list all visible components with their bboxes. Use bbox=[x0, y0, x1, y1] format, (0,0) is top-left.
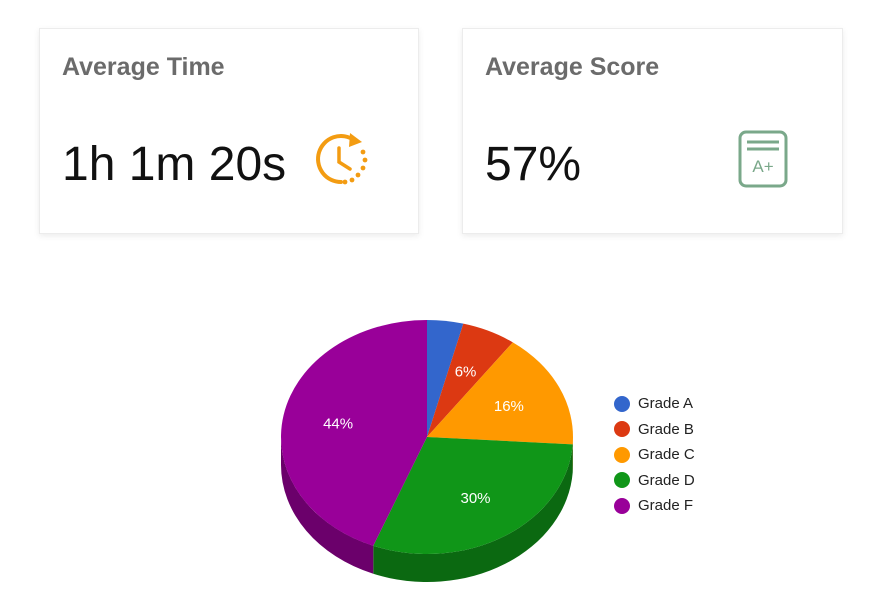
card-title: Average Time bbox=[62, 53, 225, 81]
pie-slice-grade-b[interactable] bbox=[427, 323, 513, 437]
legend-label: Grade C bbox=[638, 446, 695, 463]
legend-label: Grade B bbox=[638, 420, 694, 438]
pie-slice-side bbox=[373, 444, 573, 583]
pie-slice-grade-d[interactable] bbox=[373, 437, 573, 555]
pie-slice-grade-c[interactable] bbox=[427, 342, 574, 445]
average-time-value: 1h 1m 20s bbox=[62, 138, 287, 191]
grade-pie-chart: 6% 16% 30% 44% bbox=[280, 320, 574, 583]
legend-label: Grade D bbox=[638, 471, 695, 489]
legend-item[interactable]: Grade B bbox=[614, 421, 694, 438]
legend-color-dot bbox=[614, 395, 630, 412]
legend-item[interactable]: Grade A bbox=[614, 395, 693, 412]
average-score-card: Average Score 57% A+ bbox=[462, 28, 843, 234]
clock-refresh-icon bbox=[316, 133, 368, 185]
pie-slice-label: 16% bbox=[494, 398, 524, 415]
card-title: Average Score bbox=[485, 53, 660, 81]
legend-label: Grade F bbox=[638, 497, 694, 514]
svg-text:A+: A+ bbox=[752, 157, 773, 176]
legend-color-dot bbox=[614, 446, 630, 463]
pie-slice-grade-a[interactable] bbox=[427, 320, 464, 437]
legend-item[interactable]: Grade D bbox=[614, 472, 695, 489]
average-time-card: Average Time 1h 1m 20s bbox=[39, 28, 419, 234]
legend-color-dot bbox=[614, 472, 630, 488]
legend-color-dot bbox=[614, 497, 630, 514]
legend-item[interactable]: Grade C bbox=[614, 446, 695, 463]
legend-item[interactable]: Grade F bbox=[614, 497, 693, 514]
grade-a-plus-icon: A+ bbox=[738, 130, 788, 188]
pie-slice-label: 44% bbox=[323, 415, 353, 432]
pie-slice-label: 6% bbox=[455, 363, 477, 380]
legend-label: Grade A bbox=[638, 395, 694, 412]
pie-slice-grade-f[interactable] bbox=[280, 320, 427, 546]
pie-slice-side bbox=[281, 437, 374, 574]
legend-color-dot bbox=[614, 421, 630, 437]
average-score-value: 57% bbox=[485, 138, 582, 191]
pie-slice-label: 30% bbox=[460, 490, 490, 507]
